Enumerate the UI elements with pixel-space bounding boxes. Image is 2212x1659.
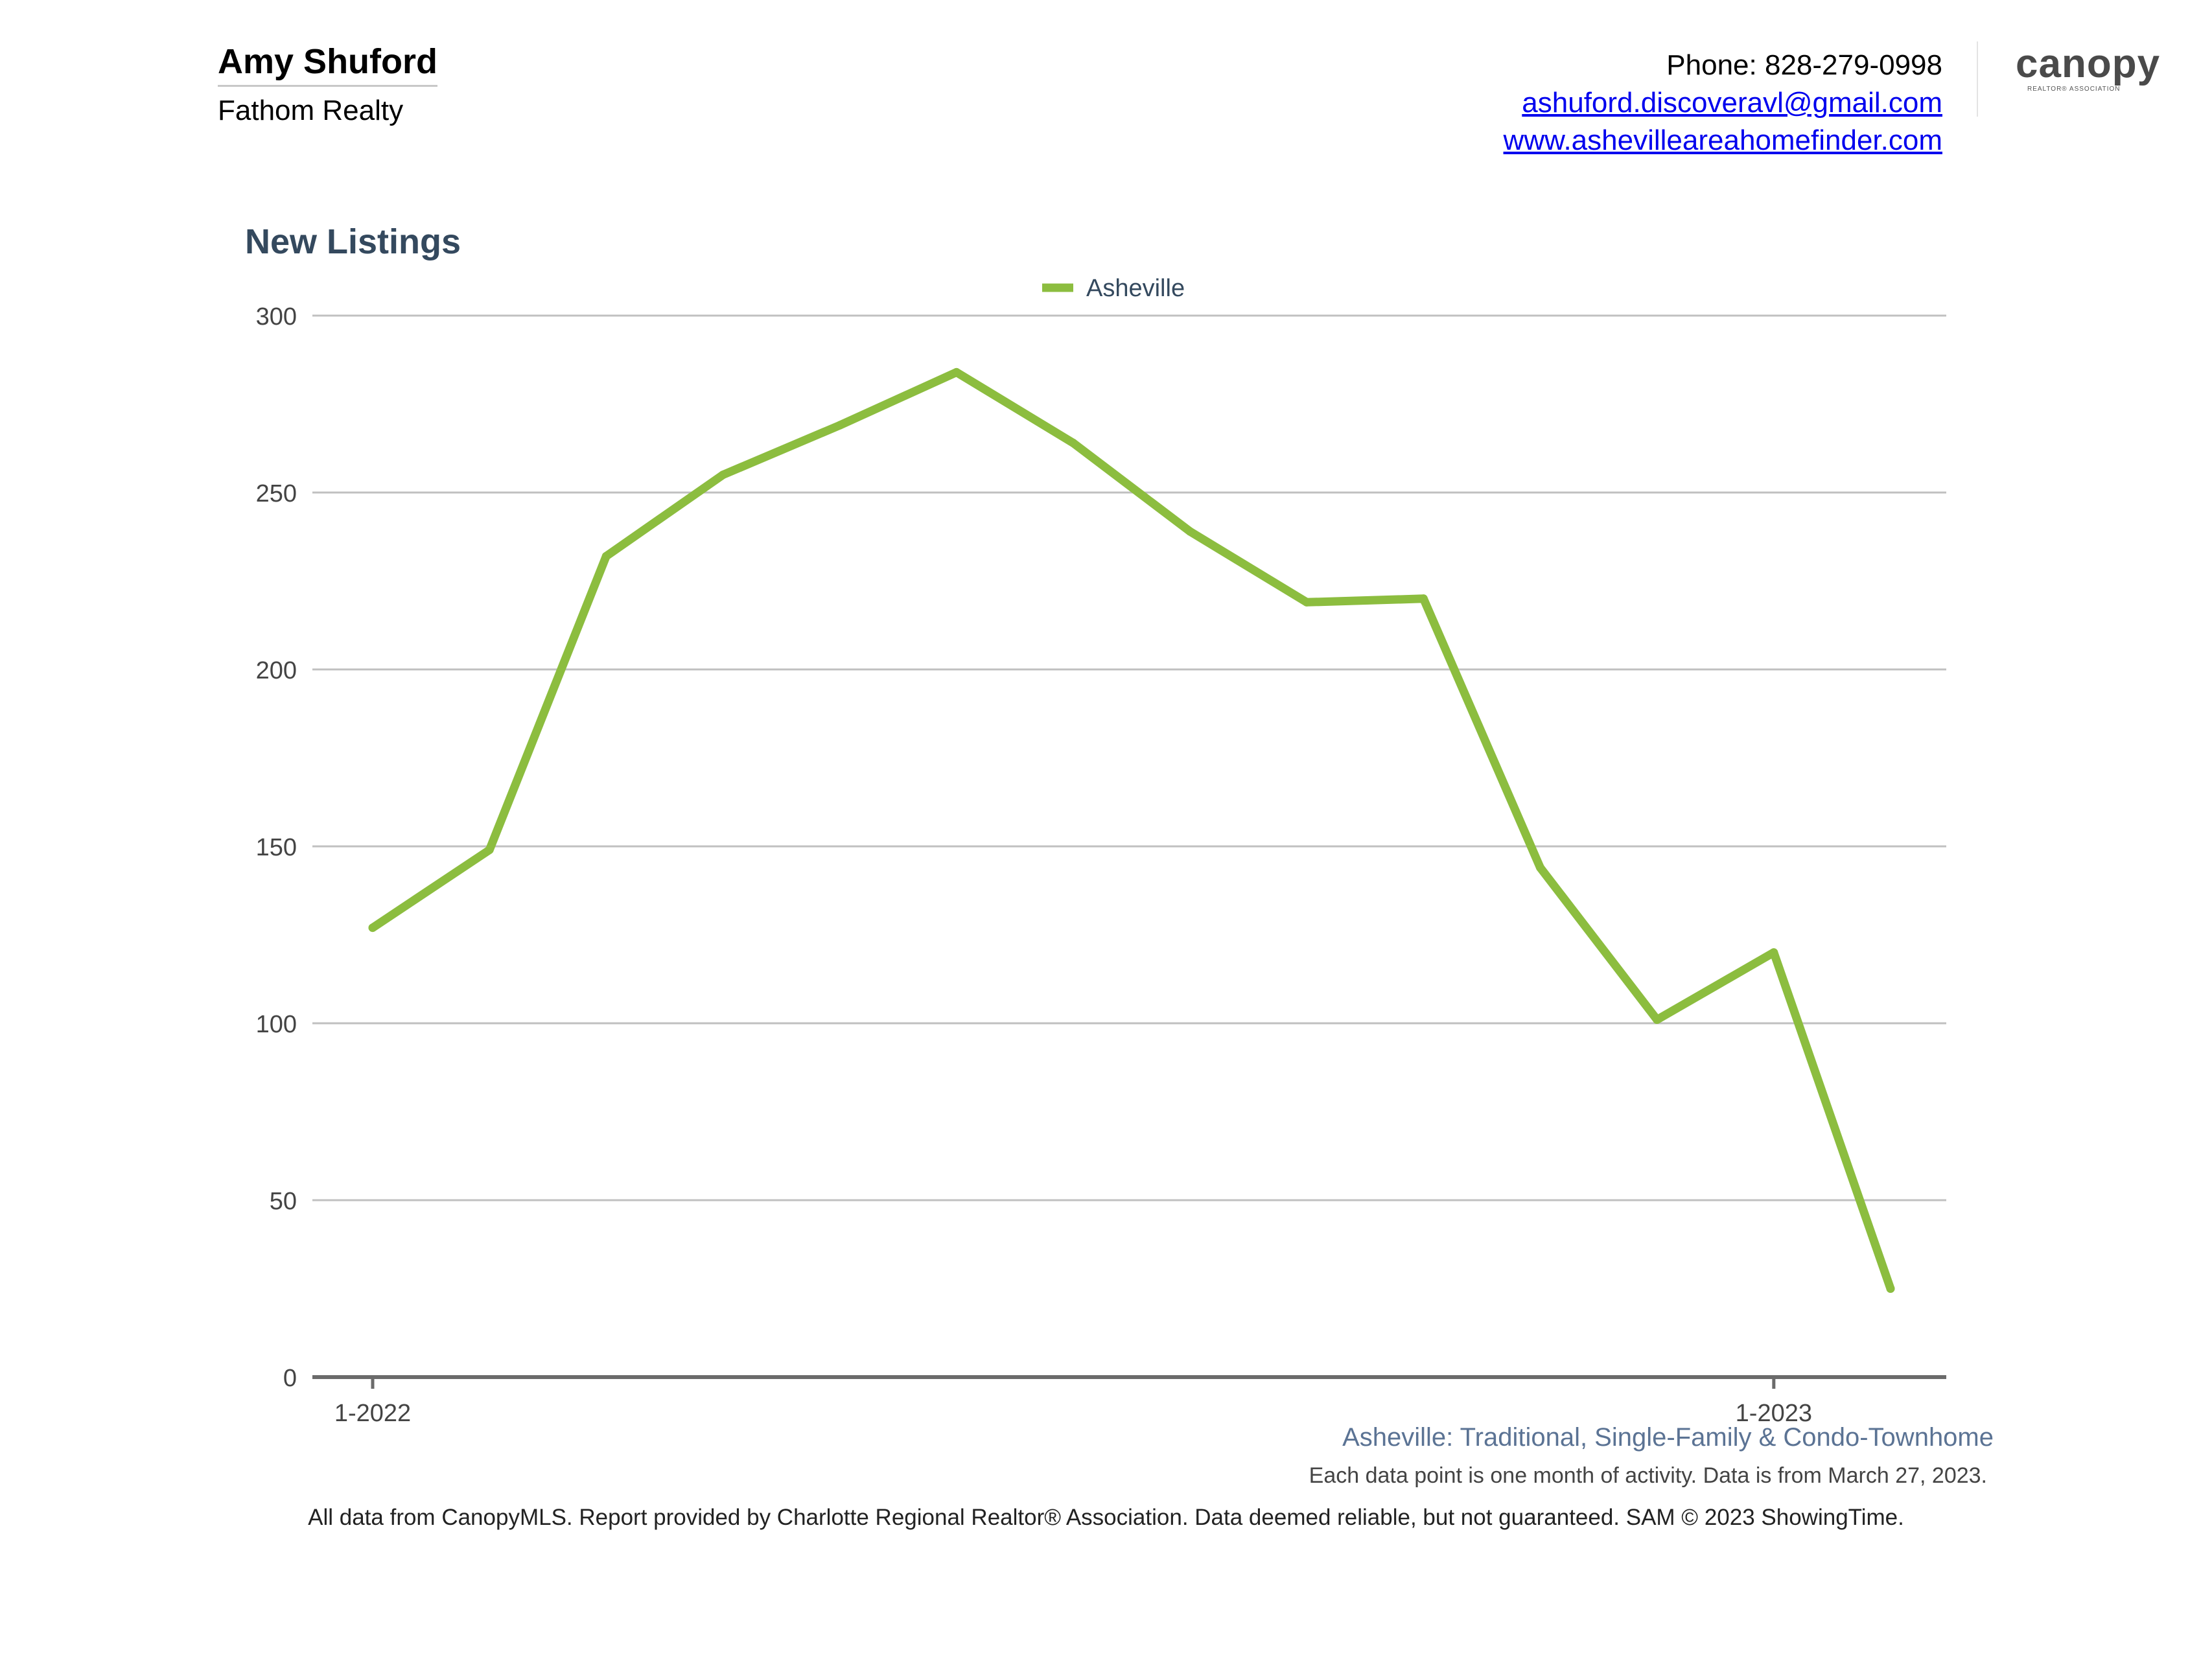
logo-wordmark: canopy: [2016, 41, 2161, 86]
footer-disclaimer: All data from CanopyMLS. Report provided…: [308, 1505, 1904, 1530]
data-point: [1653, 1015, 1662, 1025]
chart-title: New Listings: [245, 222, 461, 261]
header-divider: [1977, 41, 1978, 117]
data-note: Each data point is one month of activity…: [1309, 1463, 1987, 1488]
y-tick-label: 250: [256, 480, 297, 507]
logo-subtext: REALTOR® ASSOCIATION: [2027, 86, 2121, 93]
y-tick-label: 200: [256, 657, 297, 684]
series-line-asheville: [368, 367, 1895, 1293]
data-point: [952, 367, 961, 377]
x-tick-label: 1-2022: [334, 1400, 411, 1427]
x-tick-label: 1-2023: [1736, 1400, 1812, 1427]
legend-label: Asheville: [1086, 275, 1185, 302]
agent-name: Amy Shuford: [218, 42, 438, 87]
data-point: [485, 845, 494, 854]
y-tick-label: 50: [270, 1188, 297, 1215]
y-tick-label: 0: [283, 1365, 297, 1392]
data-point: [368, 923, 377, 933]
data-point: [1185, 527, 1194, 536]
data-point: [1886, 1284, 1895, 1293]
canopy-logo: canopy REALTOR® ASSOCIATION: [2016, 44, 2165, 102]
data-point: [718, 470, 727, 480]
agent-company: Fathom Realty: [218, 95, 404, 126]
legend: Asheville: [1042, 275, 1185, 302]
data-point: [1769, 948, 1778, 957]
y-tick-label: 300: [256, 303, 297, 331]
website-link[interactable]: www.ashevilleareahomefinder.com: [1503, 124, 1942, 156]
contact-block: Phone: 828-279-0998 ashuford.discoveravl…: [1504, 47, 1942, 159]
data-point: [1536, 863, 1545, 872]
email-link[interactable]: ashuford.discoveravl@gmail.com: [1522, 87, 1942, 119]
y-tick-label: 100: [256, 1011, 297, 1038]
y-axis-ticks: 0 50 100 150 200 250 300: [256, 303, 297, 1392]
data-point: [601, 551, 611, 561]
series-layer: [368, 367, 1895, 1293]
data-point: [1419, 594, 1428, 603]
phone-number: Phone: 828-279-0998: [1666, 49, 1942, 81]
chart-subtitle: Asheville: Traditional, Single-Family & …: [1342, 1423, 1994, 1452]
gridlines: [312, 314, 1946, 1201]
data-point: [1302, 597, 1311, 607]
data-point: [1069, 439, 1078, 448]
x-axis-ticks: 1-2022 1-2023: [334, 1377, 1812, 1427]
data-point: [835, 421, 844, 430]
y-tick-label: 150: [256, 834, 297, 861]
